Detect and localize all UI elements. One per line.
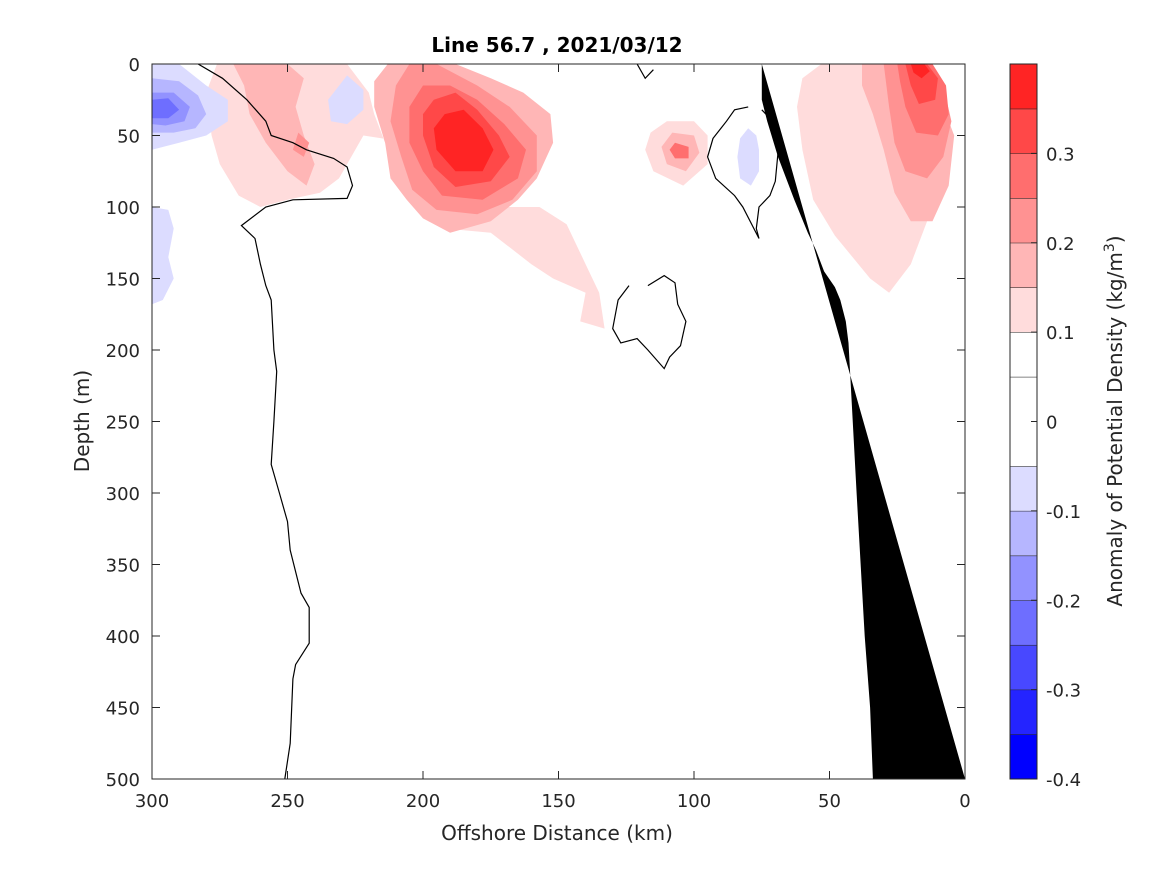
colorbar-band [1010,466,1037,511]
y-tick-label: 250 [106,413,140,434]
colorbar-band [1010,644,1037,690]
x-axis-ticks: 300 250 200 150 100 50 0 [135,64,971,812]
x-tick-label: 0 [959,791,970,812]
contour-fill-level [910,64,930,79]
contour-fill-level [669,142,689,159]
colorbar-tick-label: -0.3 [1046,681,1081,702]
y-tick-label: 50 [117,127,140,148]
contour-fill-level [905,64,938,104]
y-tick-label: 400 [106,627,140,648]
x-tick-label: 50 [818,791,841,812]
y-axis-ticks: 0 50 100 150 200 250 300 350 400 450 500 [106,55,965,791]
y-tick-label: 500 [106,770,140,791]
zero-contour-lines [197,64,779,779]
colorbar-band [1010,734,1037,779]
chart-title: Line 56.7 , 2021/03/12 [431,33,682,57]
colorbar-band [1010,332,1037,377]
x-tick-label: 200 [406,791,440,812]
bathymetry-fill [761,64,965,779]
colorbar-tick-label: 0 [1046,413,1057,434]
contour-fill-level [618,64,738,322]
zero-contour-line [706,106,779,239]
x-tick-label: 100 [677,791,711,812]
colorbar-label: Anomaly of Potential Density (kg/m3) [1102,235,1127,606]
contour-fill-level [206,64,605,329]
colorbar-tick-label: -0.4 [1046,770,1081,791]
y-tick-label: 100 [106,198,140,219]
y-tick-label: 300 [106,484,140,505]
y-tick-label: 0 [129,55,140,76]
y-tick-label: 150 [106,270,140,291]
colorbar-tick-label: -0.2 [1046,591,1081,612]
zero-contour-line [197,64,354,779]
colorbar-band [1010,510,1037,556]
colorbar-label-prefix: Anomaly of Potential Density (kg/m [1103,252,1127,606]
y-axis-label: Depth (m) [70,370,94,472]
x-axis-label: Offshore Distance (km) [441,821,673,845]
colorbar-tick-label: -0.1 [1046,502,1081,523]
colorbar-tick-label: 0.3 [1046,144,1075,165]
contour-fill-level [292,132,310,157]
zero-contour-line [636,64,654,80]
colorbar-band [1010,555,1037,601]
colorbar-tick-label: 0.2 [1046,234,1075,255]
contour-fill-level [433,109,494,172]
colorbar-band [1010,287,1037,333]
contour-fills [152,64,960,529]
contour-fill-level [233,64,315,186]
y-tick-label: 350 [106,556,140,577]
contour-fill-level [737,128,759,186]
colorbar-band [1010,198,1037,243]
colorbar-label-exponent: 3 [1102,243,1118,252]
colorbar-band [1010,153,1037,199]
y-tick-label: 450 [106,699,140,720]
bathymetry-layer [761,64,965,779]
x-tick-label: 250 [270,791,304,812]
colorbar-band [1010,64,1037,109]
colorbar: 0.3 0.2 0.1 0 -0.1 -0.2 -0.3 -0.4 [1009,63,1081,791]
contour-fill-level [152,207,174,305]
x-tick-label: 150 [541,791,575,812]
contour-fill-level [328,75,364,125]
contour-fill-level [152,98,180,119]
colorbar-band [1010,242,1037,288]
colorbar-band [1010,108,1037,154]
colorbar-band [1010,600,1037,645]
colorbar-label-suffix: ) [1103,235,1127,243]
x-tick-label: 300 [135,791,169,812]
colorbar-band [1010,689,1037,735]
y-tick-label: 200 [106,341,140,362]
colorbar-tick-label: 0.1 [1046,323,1075,344]
zero-contour-line [612,274,687,370]
